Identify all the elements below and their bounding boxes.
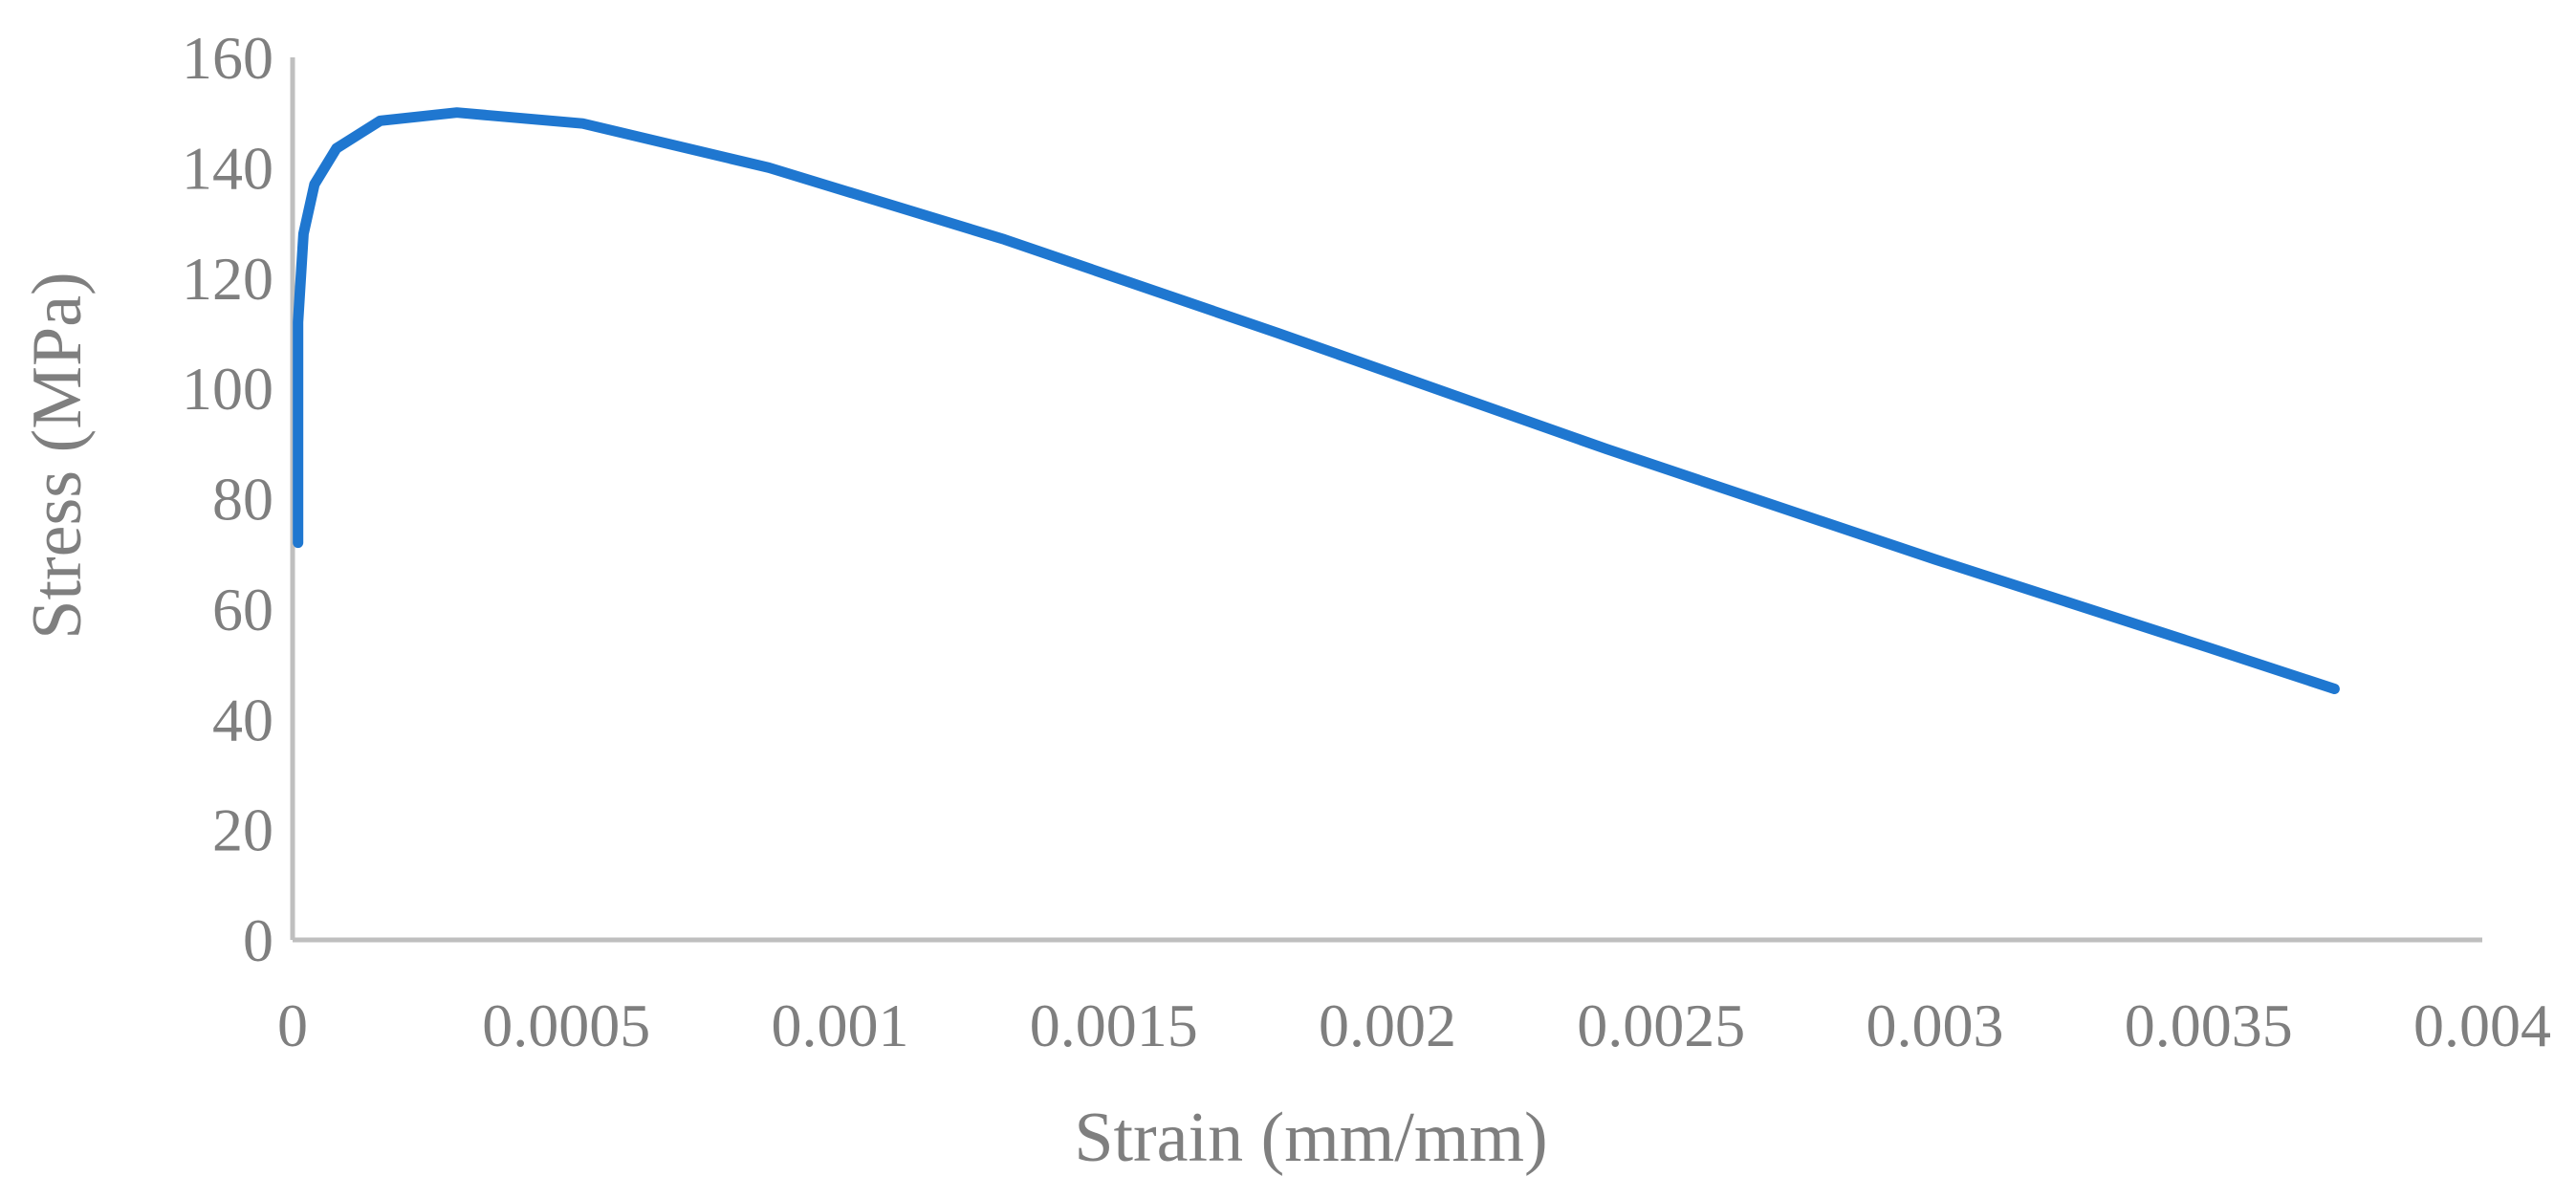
x-tick-label: 0.0025 [1577, 992, 1745, 1059]
y-tick-label: 0 [243, 906, 273, 974]
y-axis-tick-labels: 0 20 40 60 80 100 120 140 160 [182, 24, 273, 974]
y-tick-label: 60 [212, 576, 273, 643]
y-tick-label: 40 [212, 686, 273, 753]
x-axis-tick-labels: 0 0.0005 0.001 0.0015 0.002 0.0025 0.003 0.0035… [277, 992, 2551, 1059]
x-tick-label: 0.0035 [2125, 992, 2293, 1059]
y-tick-label: 20 [212, 796, 273, 864]
y-tick-label: 100 [182, 355, 273, 423]
y-tick-label: 80 [212, 466, 273, 534]
x-tick-label: 0.0015 [1030, 992, 1198, 1059]
y-tick-label: 140 [182, 134, 273, 202]
x-tick-label: 0.001 [772, 992, 909, 1059]
x-tick-label: 0 [277, 992, 308, 1059]
x-tick-label: 0.002 [1319, 992, 1456, 1059]
x-tick-label: 0.004 [2413, 992, 2551, 1059]
stress-strain-curve [293, 107, 2340, 694]
y-axis-title: Stress (MPa) [18, 272, 97, 639]
x-axis-title: Strain (mm/mm) [1074, 1099, 1547, 1177]
y-tick-label: 120 [182, 245, 273, 313]
y-tick-label: 160 [182, 24, 273, 92]
x-tick-label: 0.003 [1867, 992, 2004, 1059]
x-tick-label: 0.0005 [482, 992, 650, 1059]
